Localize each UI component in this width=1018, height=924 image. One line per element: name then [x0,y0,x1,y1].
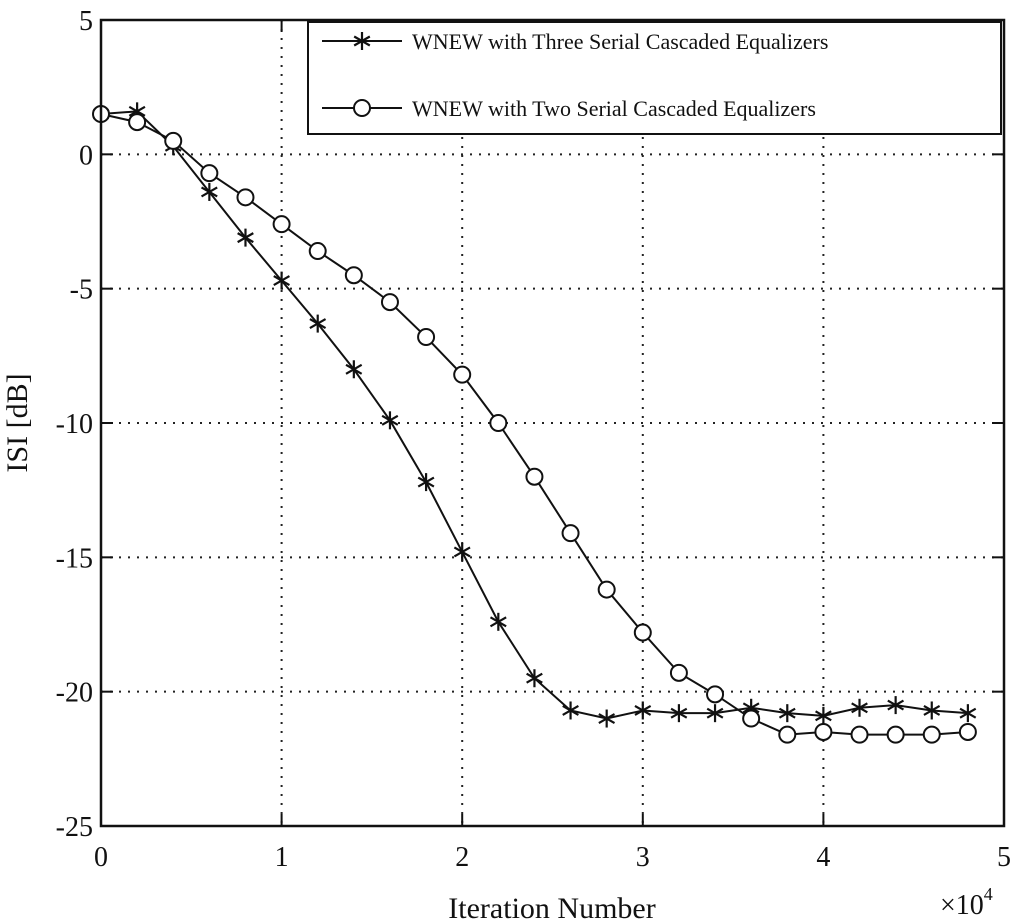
asterisk-marker [309,314,327,333]
x-multiplier-base: ×10 [940,890,984,921]
x-tick-label: 3 [636,842,650,873]
legend-box [307,21,1002,135]
circle-marker [742,709,761,728]
series-line [100,113,968,736]
axis-ticks: 0 1 2 3 4 5 5 0 -5 -10 -15 -20 -25 [56,6,1011,873]
asterisk-marker [273,271,290,290]
circle-marker [272,215,291,234]
asterisk-marker [200,182,218,201]
circle-marker [489,414,508,432]
circle-marker [200,164,219,183]
series-three-equalizers [92,102,977,728]
asterisk-marker [453,542,471,561]
circle-marker [706,685,725,704]
asterisk-marker [489,612,507,631]
asterisk-marker [381,411,399,430]
legend-label-two: WNEW with Two Serial Cascaded Equalizers [412,96,816,121]
series-line [100,110,968,720]
y-axis-label: ISI [dB] [1,373,34,472]
y-tick-label: -10 [56,409,93,440]
y-tick-label: -25 [56,812,93,843]
x-tick-label: 0 [94,842,108,873]
circle-marker [236,188,255,207]
asterisk-marker [670,704,688,723]
circle-marker [886,725,905,744]
x-tick-label: 1 [275,842,289,873]
legend: WNEW with Three Serial Cascaded Equalize… [307,21,1002,135]
x-tick-label: 2 [455,842,469,873]
circle-marker [344,266,363,285]
grid [101,20,1004,826]
x-axis-label: Iteration Number [448,892,655,924]
circle-marker [778,725,797,744]
circle-marker [850,725,869,744]
x-multiplier-exp: 4 [984,884,993,904]
asterisk-marker [353,32,371,50]
asterisk-marker [562,701,579,720]
asterisk-marker [706,704,724,723]
circle-marker [353,99,371,117]
x-tick-label: 4 [816,842,830,873]
series-two-equalizers [92,105,977,744]
legend-asterisk-marker [353,32,371,50]
legend-label-three: WNEW with Three Serial Cascaded Equalize… [412,29,828,54]
asterisk-marker [417,473,435,492]
circle-marker [633,623,652,642]
asterisk-marker [237,228,254,247]
asterisk-marker [778,704,796,723]
circle-marker [525,467,544,486]
plot-frame [99,18,1006,828]
x-tick-label: 5 [997,842,1011,873]
asterisk-marker [598,709,616,728]
series-layer [92,102,977,744]
circle-marker [128,113,147,132]
y-tick-label: 0 [79,140,93,171]
y-tick-label: -20 [56,678,93,709]
legend-circle-marker [353,99,371,117]
y-tick-label: -15 [56,543,93,574]
x-multiplier: ×104 [940,884,993,921]
circle-marker [561,524,580,543]
asterisk-marker [851,698,868,717]
y-tick-label: 5 [79,6,93,37]
circle-marker [814,722,833,741]
circle-marker [308,242,327,261]
circle-marker [597,580,616,599]
y-tick-label: -5 [70,275,93,306]
circle-marker [958,722,977,741]
asterisk-marker [526,669,543,688]
circle-marker [453,365,472,384]
circle-marker [380,293,399,312]
asterisk-marker [634,701,652,720]
circle-marker [669,663,688,682]
circle-marker [164,131,183,150]
asterisk-marker [345,360,363,379]
asterisk-marker [923,701,941,720]
circle-marker [417,328,436,347]
asterisk-marker [815,706,832,725]
circle-marker [922,725,941,744]
asterisk-marker [959,704,977,723]
asterisk-marker [887,696,905,715]
